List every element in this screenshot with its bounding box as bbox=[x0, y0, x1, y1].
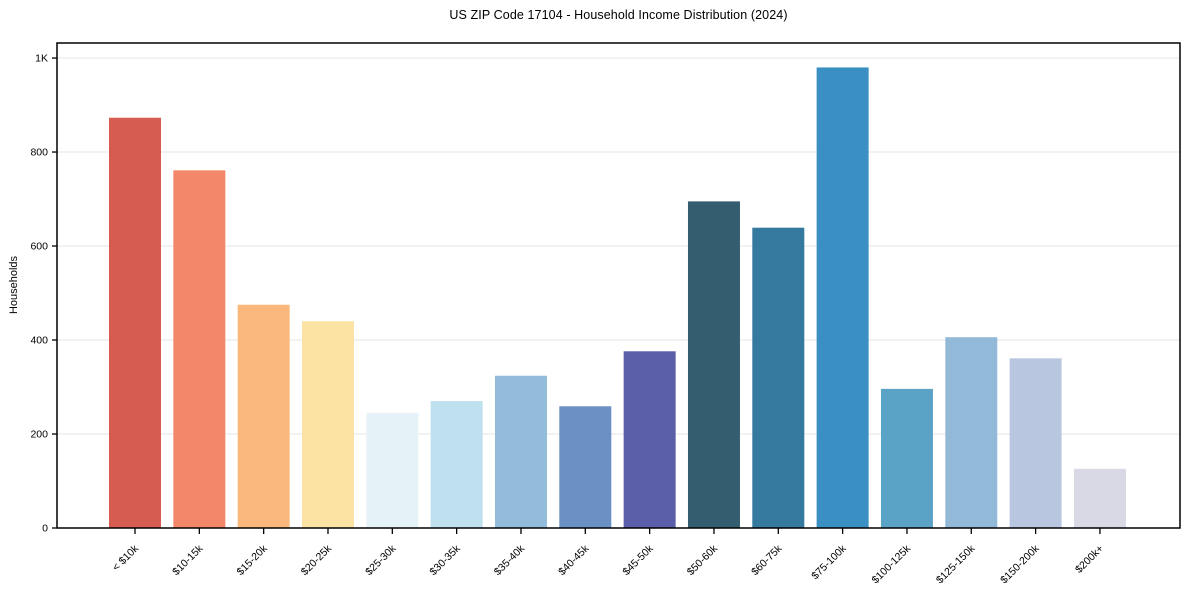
x-tick-label: $50-60k bbox=[685, 542, 721, 578]
plot-border bbox=[56, 42, 1181, 529]
x-tick-label: $20-25k bbox=[299, 542, 335, 578]
bar bbox=[559, 406, 612, 528]
bar bbox=[366, 412, 419, 528]
x-tick-label: < $10k bbox=[110, 542, 142, 574]
x-tick-label: $200k+ bbox=[1073, 543, 1106, 576]
x-tick-label: $150-200k bbox=[998, 542, 1042, 586]
y-tick-label: 600 bbox=[30, 241, 48, 253]
bar bbox=[880, 388, 933, 528]
bar bbox=[816, 67, 869, 528]
bar bbox=[301, 321, 354, 528]
y-tick-label: 400 bbox=[30, 335, 48, 347]
x-tick-label: $125-150k bbox=[934, 542, 978, 586]
chart-title: US ZIP Code 17104 - Household Income Dis… bbox=[449, 8, 788, 22]
bar bbox=[1073, 468, 1126, 528]
y-tick-label: 200 bbox=[30, 429, 48, 441]
x-tick-label: $60-75k bbox=[749, 542, 785, 578]
x-tick-label: $45-50k bbox=[620, 542, 656, 578]
y-axis-label: Households bbox=[8, 255, 20, 315]
bar bbox=[1009, 358, 1062, 528]
x-tick-label: $100-125k bbox=[870, 542, 914, 586]
bar bbox=[173, 170, 226, 528]
x-tick-label: $30-35k bbox=[427, 542, 463, 578]
x-tick-label: $40-45k bbox=[556, 542, 592, 578]
bar bbox=[109, 117, 161, 528]
x-tick-label: $10-15k bbox=[170, 542, 206, 578]
x-tick-label: $75-100k bbox=[809, 542, 849, 582]
bar bbox=[752, 227, 805, 528]
y-tick-label: 800 bbox=[30, 147, 48, 159]
y-tick-label: 0 bbox=[42, 523, 48, 535]
x-tick-label: $25-30k bbox=[363, 542, 399, 578]
x-tick-label: $15-20k bbox=[234, 542, 270, 578]
bar bbox=[494, 375, 547, 528]
y-tick-label: 1K bbox=[35, 53, 48, 65]
x-tick-label: $35-40k bbox=[492, 542, 528, 578]
bar bbox=[237, 304, 290, 528]
bar bbox=[687, 201, 740, 528]
bar bbox=[430, 401, 483, 528]
bar bbox=[623, 351, 676, 528]
bar bbox=[945, 337, 998, 528]
